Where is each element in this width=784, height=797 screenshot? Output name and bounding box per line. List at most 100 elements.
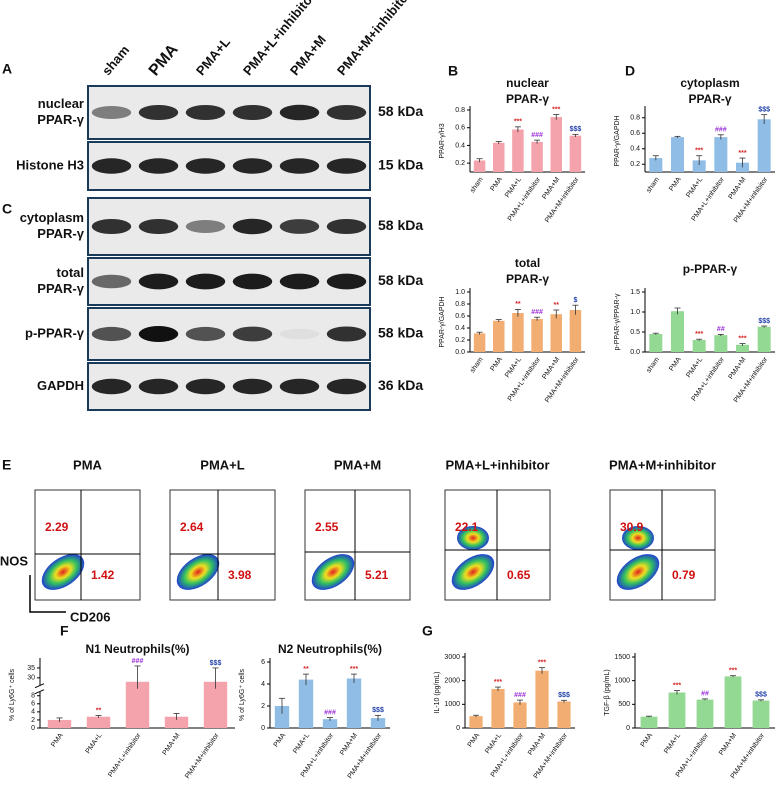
y-tick-label: 6 (261, 659, 265, 666)
lane-label: PMA+M+inhibitor (334, 0, 414, 78)
y-axis-label: % of Ly6G⁺ cells (9, 668, 16, 721)
chart-title: PPAR-γ (506, 272, 549, 286)
significance-label: $$$ (758, 106, 770, 113)
x-tick-label: sham (645, 176, 661, 194)
y-tick-label: 6 (31, 701, 35, 708)
x-tick-label: PMA (273, 732, 288, 749)
y-tick-label: 1.5 (630, 289, 640, 296)
bar (757, 119, 771, 172)
blot-label: cytoplasm (20, 210, 84, 225)
x-tick-label: PMA+M+inhibitor (544, 356, 581, 405)
significance-label: $$$ (558, 692, 570, 699)
significance-label: ### (324, 709, 336, 716)
y-tick-label: 0.4 (455, 325, 465, 332)
y-tick-label: 0.4 (455, 142, 465, 149)
bar (649, 334, 663, 352)
y-tick-label: 0.0 (630, 349, 640, 356)
y-tick-label: 0 (456, 725, 460, 732)
x-tick-label: PMA+M (728, 356, 748, 381)
significance-label: *** (350, 666, 358, 673)
blot-band (185, 158, 226, 174)
blot-band (138, 158, 179, 174)
blot-label: PPAR-γ (37, 226, 84, 241)
y-tick-label: 0 (626, 725, 630, 732)
bar (550, 117, 562, 172)
chart-title: PPAR-γ (506, 92, 549, 106)
panel-letter: D (625, 63, 635, 79)
bar (649, 158, 663, 172)
significance-label: *** (673, 682, 681, 689)
blot-band (279, 273, 320, 290)
quadrant-value: 1.42 (91, 568, 115, 582)
bar (757, 326, 771, 352)
quadrant-value: 2.29 (45, 520, 69, 534)
y-tick-label: 2000 (444, 678, 460, 685)
x-tick-label: PMA+L (663, 732, 682, 755)
y-tick-label: 0.5 (630, 329, 640, 336)
bar (513, 702, 527, 728)
significance-label: ** (303, 666, 309, 673)
bar (370, 718, 386, 728)
lane-label: PMA+L (193, 34, 233, 78)
x-tick-label: PMA (640, 732, 655, 749)
blot-band (185, 378, 226, 395)
x-tick-label: PMA (489, 356, 504, 373)
axis-label: iNOS (0, 553, 28, 568)
x-tick-label: PMA+L (484, 732, 503, 755)
blot-kda: 58 kDa (378, 217, 423, 233)
x-tick-label: sham (469, 356, 485, 374)
significance-label: $$$ (570, 126, 582, 133)
y-tick-label: 1.0 (630, 309, 640, 316)
bar (47, 719, 72, 728)
chart-title: total (515, 256, 540, 270)
flow-population (622, 526, 654, 550)
blot-kda: 58 kDa (378, 325, 423, 341)
x-tick-label: PMA+M (541, 176, 561, 201)
blot-row (87, 85, 371, 140)
bar (531, 141, 543, 172)
chart-title: N1 Neutrophils(%) (85, 642, 189, 656)
blot-band (138, 104, 179, 121)
blot-band (279, 378, 320, 395)
x-tick-label: PMA+L (504, 356, 523, 379)
significance-label: ** (554, 302, 560, 309)
bar (298, 679, 314, 728)
significance-label: $$$ (210, 660, 222, 667)
bar (668, 692, 686, 728)
significance-label: *** (695, 148, 703, 155)
bar (550, 314, 562, 352)
blot-band (326, 158, 367, 174)
bar (274, 706, 290, 728)
y-tick-label: 2 (261, 703, 265, 710)
y-tick-label: 500 (618, 701, 630, 708)
significance-label: $$$ (372, 707, 384, 714)
y-axis-label: IL-10 (pg/mL) (434, 671, 441, 713)
panel-letter: C (2, 201, 12, 217)
significance-label: *** (738, 150, 746, 157)
significance-label: *** (514, 119, 522, 126)
x-tick-label: PMA+M (541, 356, 561, 381)
bar (752, 700, 770, 728)
blot-label: p-PPAR-γ (25, 325, 85, 340)
blot-band (91, 106, 132, 119)
y-axis-label: % of Ly6G⁺ cells (239, 668, 246, 721)
blot-band (185, 326, 226, 342)
bar (86, 716, 111, 728)
y-tick-label: 0.6 (630, 130, 640, 137)
bar (512, 129, 524, 172)
significance-label: *** (738, 335, 746, 342)
y-tick-label: 0.8 (455, 301, 465, 308)
lane-label: PMA+M (287, 32, 329, 78)
bar (640, 716, 658, 728)
axis-break (36, 685, 44, 692)
bar (714, 137, 728, 172)
x-tick-label: PMA+M (162, 732, 182, 757)
panel-letter: E (2, 457, 11, 473)
blot-label: PPAR-γ (37, 281, 84, 296)
blot-kda: 58 kDa (378, 272, 423, 288)
bar (473, 333, 486, 352)
bar (724, 676, 742, 728)
x-tick-label: sham (645, 356, 661, 374)
bar (696, 699, 714, 728)
